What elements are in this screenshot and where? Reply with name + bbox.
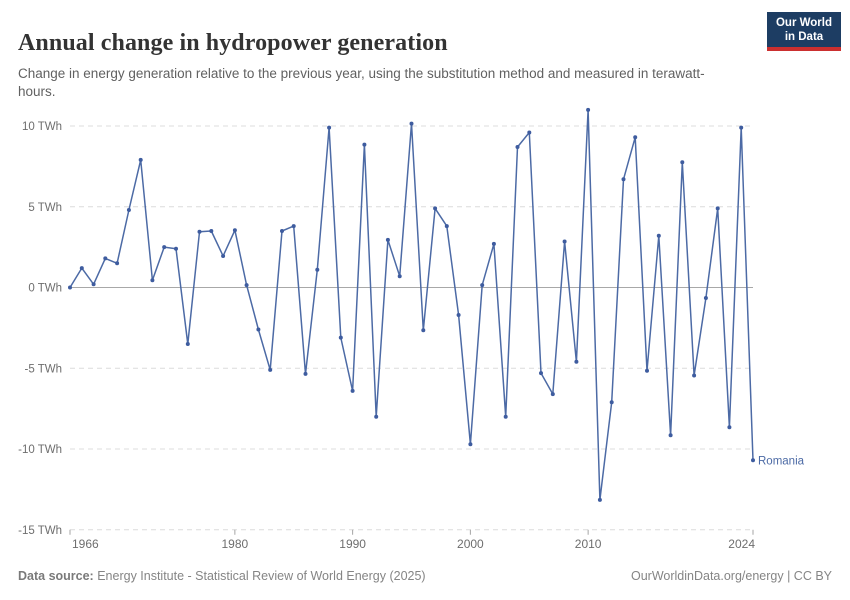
data-point[interactable] [103,256,108,261]
data-point[interactable] [315,267,320,272]
page-title: Annual change in hydropower generation [18,30,448,57]
data-point[interactable] [645,368,649,373]
data-point[interactable] [668,433,673,438]
data-point[interactable] [597,497,602,502]
owid-logo-line1: Our World [775,17,832,29]
data-point[interactable] [586,107,591,112]
data-point[interactable] [515,145,520,149]
y-tick-label: 10 TWh [22,121,62,133]
data-point[interactable] [468,442,473,447]
data-point[interactable] [727,425,732,430]
data-point[interactable] [692,373,697,378]
data-point[interactable] [221,254,226,258]
x-tick-label: 2024 [728,537,755,551]
series-end-label: Romania [758,455,805,467]
data-point[interactable] [280,229,284,233]
x-tick-label: 1980 [222,537,249,551]
data-point[interactable] [562,239,567,244]
data-point[interactable] [491,241,496,246]
data-point[interactable] [79,266,84,271]
datasource-line: Data source: Energy Institute - Statisti… [18,569,426,583]
data-point[interactable] [232,228,237,233]
data-point[interactable] [209,229,214,233]
data-point[interactable] [362,142,367,147]
data-point[interactable] [150,278,155,283]
chart-footer: Data source: Energy Institute - Statisti… [18,569,832,583]
data-point[interactable] [268,367,273,372]
footer-license-link[interactable]: OurWorldinData.org/energy | CC BY [630,569,832,583]
data-point[interactable] [633,135,638,140]
data-point[interactable] [433,206,438,211]
data-point[interactable] [162,245,167,250]
data-point[interactable] [539,371,543,376]
data-point[interactable] [256,327,261,332]
data-point[interactable] [609,400,614,405]
data-point[interactable] [715,206,720,211]
data-point[interactable] [550,392,555,397]
data-point[interactable] [456,313,461,317]
x-tick-label: 1966 [72,537,99,551]
owid-logo[interactable]: Our World in Data [767,12,841,51]
data-point[interactable] [291,224,296,229]
data-point[interactable] [174,246,178,251]
y-tick-label: 0 TWh [28,283,62,295]
data-point[interactable] [68,285,72,290]
data-point[interactable] [421,328,426,333]
data-point[interactable] [185,342,190,346]
data-point[interactable] [503,414,508,419]
data-point[interactable] [350,388,355,393]
datasource-text: Energy Institute - Statistical Review of… [93,569,426,583]
data-point[interactable] [409,121,414,126]
y-tick-label: 5 TWh [28,202,62,214]
chart-area[interactable]: 10 TWh 5 TWh 0 TWh -5 TWh -10 TWh -15 TWh 1966… [0,95,850,565]
data-point[interactable] [574,359,579,364]
y-tick-label: -5 TWh [25,363,63,375]
x-tick-label: 1990 [339,537,366,551]
data-point[interactable] [527,130,532,135]
data-point[interactable] [138,157,143,162]
data-point[interactable] [751,458,755,463]
data-point[interactable] [126,208,131,212]
data-point[interactable] [385,237,390,242]
line-chart-canvas[interactable]: 10 TWh 5 TWh 0 TWh -5 TWh -10 TWh -15 TWh 1966… [0,95,850,565]
x-tick-label: 2000 [457,537,484,551]
data-point[interactable] [680,160,685,165]
data-point[interactable] [703,296,708,300]
x-tick-label: 2010 [575,537,602,551]
romania-line-series [69,109,754,501]
data-point[interactable] [444,224,449,229]
data-point[interactable] [338,335,343,340]
data-point[interactable] [621,177,626,182]
data-point[interactable] [480,283,485,288]
data-point[interactable] [374,414,379,419]
data-point[interactable] [197,229,202,234]
data-point[interactable] [739,125,744,130]
y-tick-label: -15 TWh [18,525,62,537]
data-point[interactable] [115,261,120,266]
data-point[interactable] [303,371,308,376]
page-subtitle: Change in energy generation relative to … [18,65,705,100]
data-point[interactable] [327,125,332,130]
data-point[interactable] [397,274,402,279]
data-point[interactable] [91,282,96,287]
data-point[interactable] [244,283,249,288]
data-point[interactable] [656,233,661,238]
owid-logo-line2: in Data [784,31,824,43]
y-tick-label: -10 TWh [18,444,62,456]
datasource-label: Data source: [18,569,94,583]
